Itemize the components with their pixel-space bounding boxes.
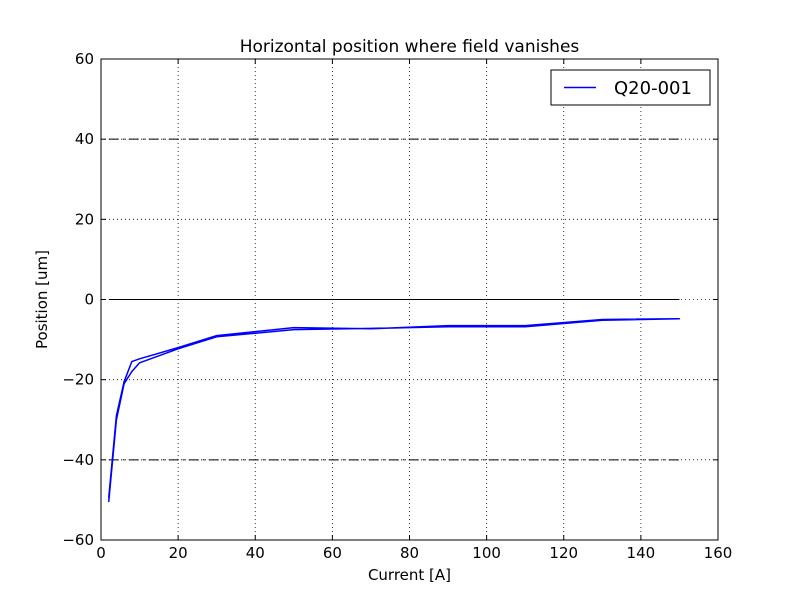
x-tick-labels: 0 20 40 60 80 100 120 140 160 (96, 544, 732, 562)
plot-area (100, 58, 719, 541)
tick-marks (100, 58, 719, 541)
y-tick-label: 60 (75, 50, 94, 68)
legend: Q20-001 (550, 69, 711, 106)
x-tick-label: 160 (704, 544, 733, 562)
y-tick-label: 40 (75, 130, 94, 148)
x-tick-label: 40 (246, 544, 265, 562)
x-tick-label: 60 (323, 544, 342, 562)
chart-title: Horizontal position where field vanishes (240, 37, 580, 57)
x-tick-label: 140 (627, 544, 656, 562)
x-axis-label: Current [A] (368, 566, 451, 584)
y-tick-label: 0 (84, 291, 94, 309)
x-tick-label: 100 (472, 544, 501, 562)
y-tick-label: −20 (62, 371, 94, 389)
x-tick-label: 80 (400, 544, 419, 562)
series-layer (107, 317, 681, 502)
reference-lines (108, 138, 680, 461)
y-tick-label: −40 (62, 451, 94, 469)
x-tick-label: 20 (169, 544, 188, 562)
legend-label: Q20-001 (614, 78, 692, 99)
y-tick-label: 20 (75, 210, 94, 228)
x-tick-label: 0 (96, 544, 106, 562)
y-axis-label: Position [um] (33, 250, 51, 349)
y-tick-labels: −60 −40 −20 0 20 40 60 (62, 50, 94, 549)
x-tick-label: 120 (549, 544, 578, 562)
y-tick-label: −60 (62, 531, 94, 549)
series-line (107, 317, 681, 502)
